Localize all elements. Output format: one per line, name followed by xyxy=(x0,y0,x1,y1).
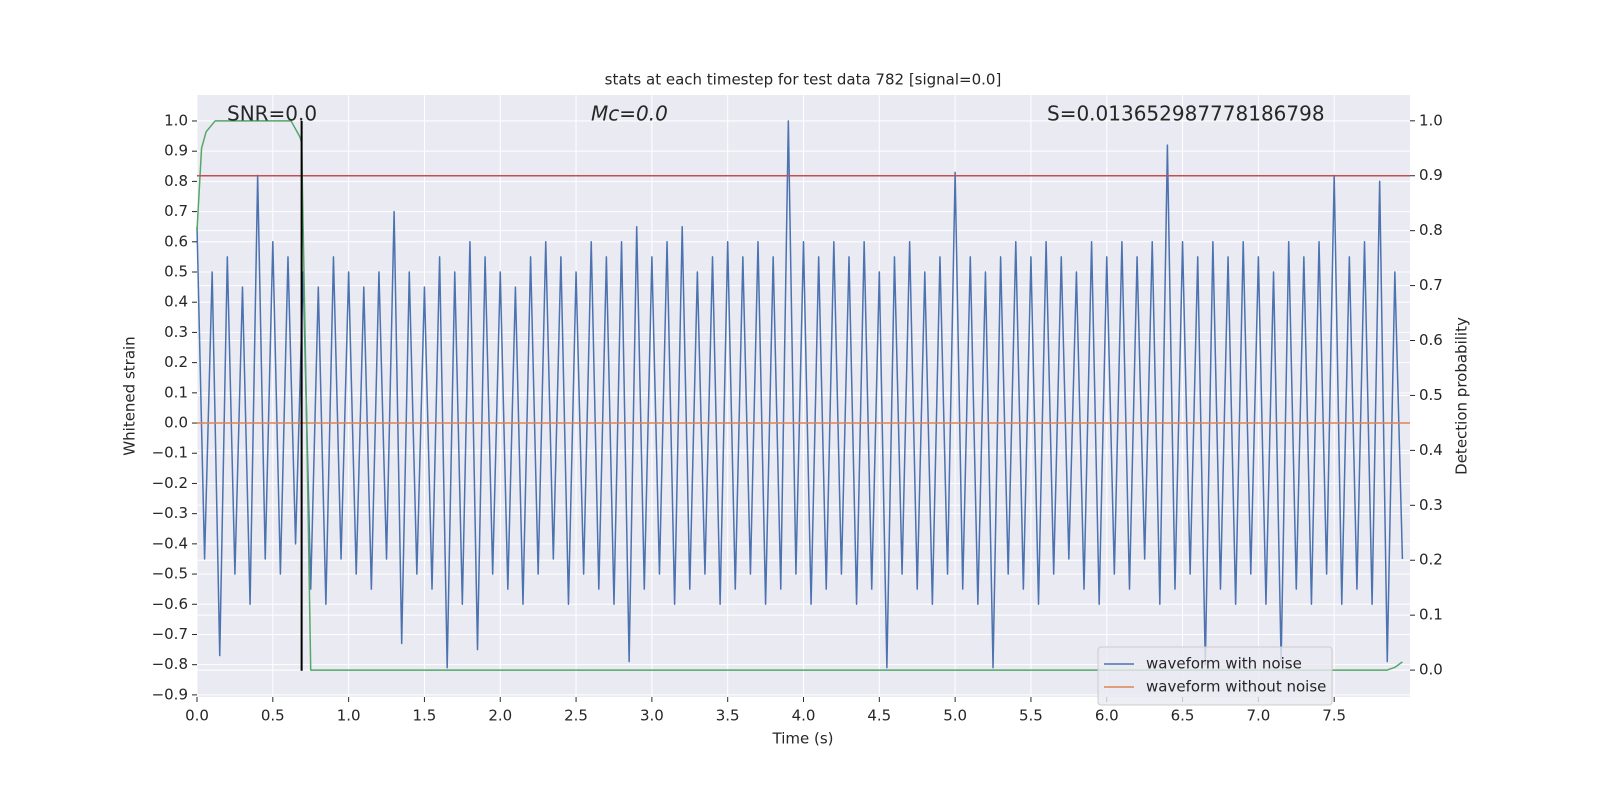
y-tick-label: −0.4 xyxy=(152,534,188,552)
x-tick-label: 1.0 xyxy=(337,707,361,725)
y-tick-label: 0.9 xyxy=(164,142,188,160)
x-axis-label: Time (s) xyxy=(772,730,834,748)
x-tick-label: 7.0 xyxy=(1246,707,1270,725)
chart-title: stats at each timestep for test data 782… xyxy=(605,71,1002,89)
y-tick-label: 0.5 xyxy=(164,263,188,281)
series-line xyxy=(196,120,1404,669)
x-tick-label: 0.0 xyxy=(185,707,209,725)
y-tick-label: 0.6 xyxy=(164,232,188,250)
y2-tick-label: 0.6 xyxy=(1419,331,1443,349)
y-tick-label: 0.4 xyxy=(164,293,188,311)
x-tick-label: 5.5 xyxy=(1019,707,1043,725)
y-tick-label: −0.2 xyxy=(152,474,188,492)
y-tick-label: 0.0 xyxy=(164,414,188,432)
x-tick-label: 0.5 xyxy=(261,707,285,725)
y-tick-label: 0.2 xyxy=(164,353,188,371)
x-tick-label: 3.5 xyxy=(716,707,740,725)
y-axis-label: Whitened strain xyxy=(121,336,139,455)
x-tick-label: 4.0 xyxy=(792,707,816,725)
y-tick-label: −0.9 xyxy=(152,685,188,703)
x-tick-label: 4.5 xyxy=(867,707,891,725)
y-tick-label: −0.8 xyxy=(152,655,188,673)
x-tick-label: 7.5 xyxy=(1322,707,1346,725)
y2-tick-label: 0.5 xyxy=(1419,386,1443,404)
annotation: Mc=0.0 xyxy=(591,102,668,126)
x-tick-label: 6.0 xyxy=(1095,707,1119,725)
y2-tick-label: 0.3 xyxy=(1419,496,1443,514)
y2-tick-label: 0.0 xyxy=(1419,661,1443,679)
annotation: S=0.013652987778186798 xyxy=(1047,102,1325,126)
x-tick-label: 1.5 xyxy=(413,707,437,725)
y-tick-label: 1.0 xyxy=(164,111,188,129)
y2-tick-label: 0.7 xyxy=(1419,276,1443,294)
y2-tick-label: 0.4 xyxy=(1419,441,1443,459)
y2-tick-label: 0.8 xyxy=(1419,221,1443,239)
y-tick-label: 0.7 xyxy=(164,202,188,220)
x-tick-label: 2.0 xyxy=(488,707,512,725)
y-tick-label: −0.7 xyxy=(152,625,188,643)
legend-label: waveform without noise xyxy=(1146,678,1326,696)
marks xyxy=(196,120,1410,671)
y2-axis-label: Detection probability xyxy=(1453,317,1471,475)
y-tick-label: −0.6 xyxy=(152,595,188,613)
y-tick-label: 0.8 xyxy=(164,172,188,190)
legend: waveform with noise waveform without nois… xyxy=(1097,646,1333,706)
x-tick-label: 3.0 xyxy=(640,707,664,725)
legend-label: waveform with noise xyxy=(1146,655,1302,673)
y-tick-label: 0.1 xyxy=(164,383,188,401)
grid xyxy=(196,95,1410,697)
legend-box xyxy=(1097,646,1333,706)
x-tick-label: 2.5 xyxy=(564,707,588,725)
y2-tick-label: 1.0 xyxy=(1419,111,1443,129)
y2-tick-label: 0.9 xyxy=(1419,166,1443,184)
y-tick-label: −0.5 xyxy=(152,565,188,583)
x-tick-label: 5.0 xyxy=(943,707,967,725)
y-tick-label: 0.3 xyxy=(164,323,188,341)
annotation: SNR=0.0 xyxy=(227,102,317,126)
y-tick-label: −0.1 xyxy=(152,444,188,462)
y2-tick-label: 0.1 xyxy=(1419,606,1443,624)
y2-tick-label: 0.2 xyxy=(1419,551,1443,569)
y-tick-label: −0.3 xyxy=(152,504,188,522)
x-tick-label: 6.5 xyxy=(1171,707,1195,725)
